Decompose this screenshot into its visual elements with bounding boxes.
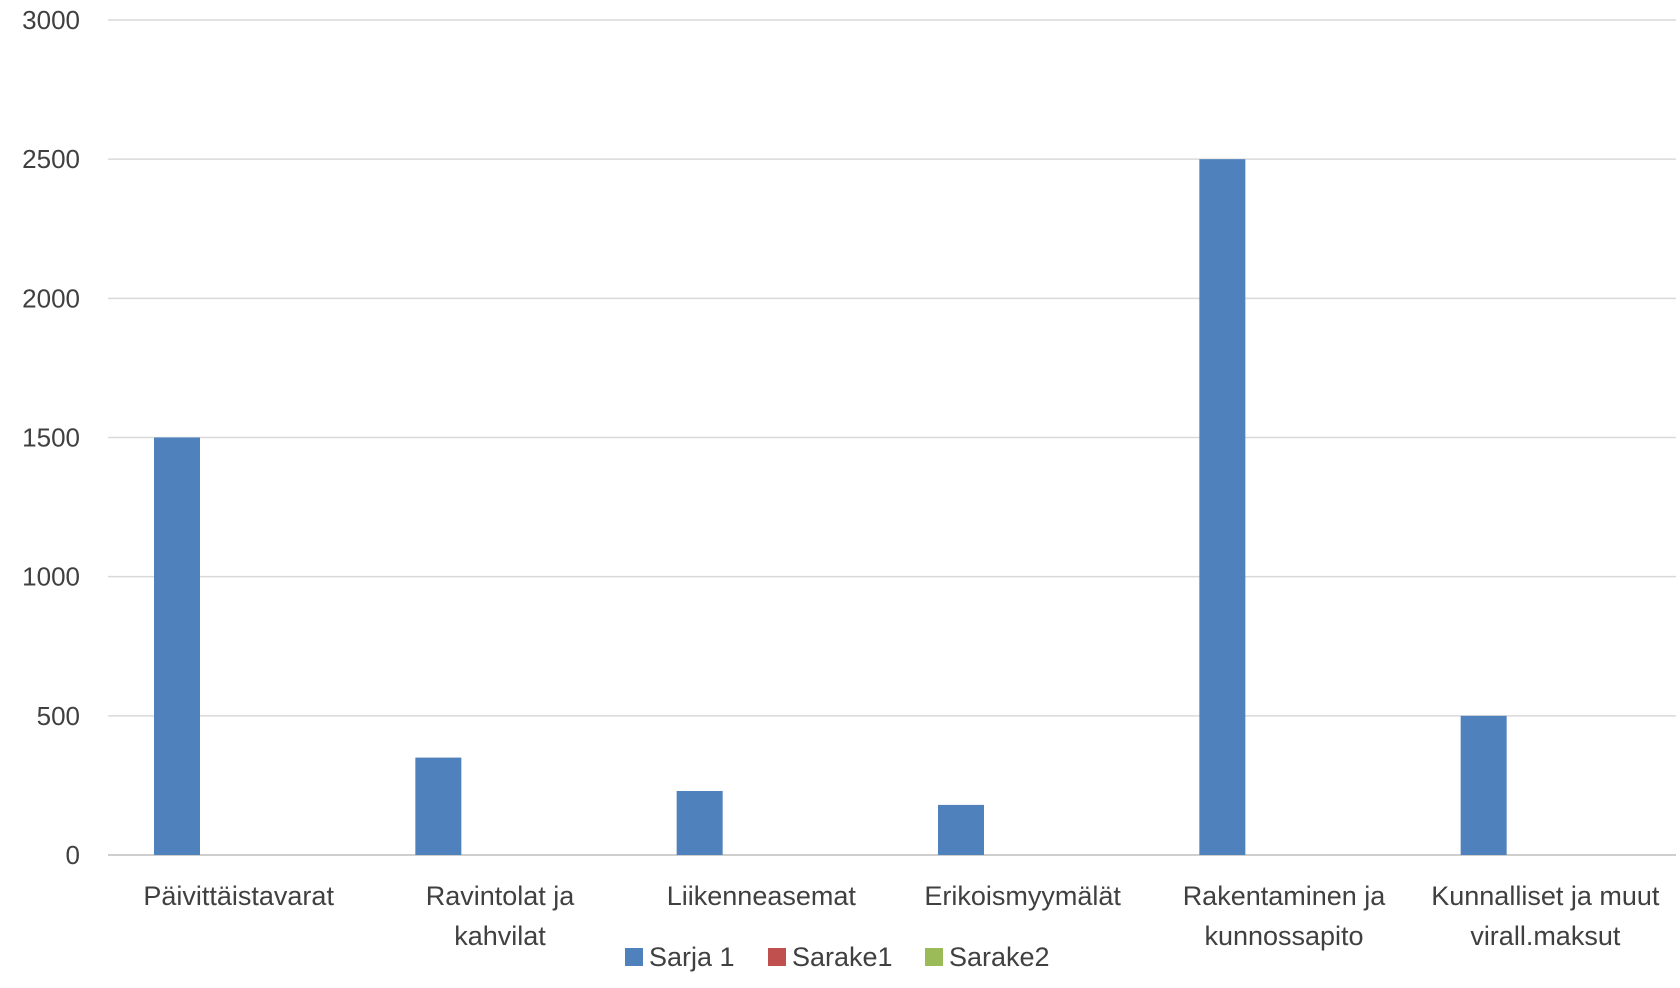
legend-label: Sarake2 [949,942,1050,972]
y-tick-label: 3000 [22,5,80,35]
x-category-label-line: Rakentaminen ja [1183,881,1387,911]
y-tick-label: 1000 [22,562,80,592]
legend-item: Sarake2 [925,942,1050,972]
x-category-label: Liikenneasemat [667,881,857,911]
bar-sarja-1 [676,790,723,855]
bar-sarja-1 [415,757,462,855]
x-category-label-line: Erikoismyymälät [924,881,1121,911]
y-tick-label: 2500 [22,144,80,174]
x-category-label: Ravintolat ja kahvilat [426,881,576,951]
gridlines [108,19,1676,856]
bar-sarja-1 [1460,715,1507,855]
bar-sarja-1 [154,437,200,855]
legend-label: Sarja 1 [649,942,735,972]
x-category-label: Erikoismyymälät [924,881,1121,911]
legend-swatch [925,948,943,966]
x-category-label: Rakentaminen ja kunnossapito [1183,881,1387,951]
legend-item: Sarja 1 [625,942,735,972]
legend-label: Sarake1 [792,942,893,972]
bars [154,159,1507,855]
bar-sarja-1 [1199,159,1246,855]
x-category-label-line: Päivittäistavarat [143,881,334,911]
x-category-label-line: Ravintolat ja [426,881,576,911]
legend: Sarja 1 Sarake1 Sarake2 [625,942,1050,972]
y-tick-label: 2000 [22,283,80,313]
legend-swatch [625,948,643,966]
x-category-label-line: kahvilat [454,921,546,951]
x-category-label-line: Liikenneasemat [667,881,857,911]
x-category-label-line: kunnossapito [1204,921,1363,951]
bar-sarja-1 [938,804,984,855]
x-category-label: Kunnalliset ja muut virall.maksut [1431,881,1660,951]
x-category-label-line: Kunnalliset ja muut [1431,881,1660,911]
x-category-label-line: virall.maksut [1470,921,1621,951]
y-tick-label: 500 [37,701,80,731]
legend-item: Sarake1 [768,942,893,972]
y-axis-tick-labels: 0 500 1000 1500 2000 2500 3000 [22,5,80,870]
legend-swatch [768,948,786,966]
x-category-label: Päivittäistavarat [143,881,334,911]
y-tick-label: 1500 [22,423,80,453]
y-tick-label: 0 [66,840,80,870]
x-axis-category-labels: Päivittäistavarat Ravintolat ja kahvilat Li… [143,881,1660,951]
